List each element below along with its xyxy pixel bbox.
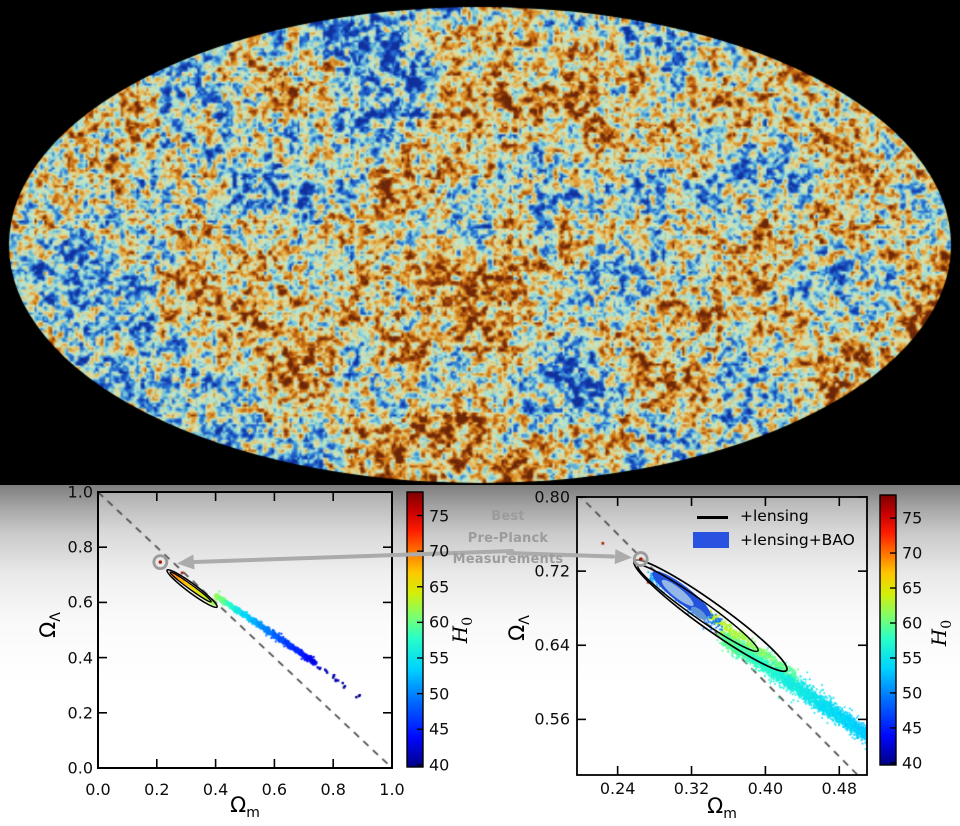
x-tick-label: 0.8 (320, 780, 346, 799)
colorbar-tick-label: 40 (902, 753, 923, 773)
left-yaxis-label: ΩΛ (35, 612, 65, 638)
colorbar-tick-label: 45 (902, 718, 923, 738)
left-colorbar-label: H0 (448, 616, 476, 644)
colorbar-tick-label: 45 (429, 719, 450, 739)
x-tick-label: 0.40 (747, 779, 784, 798)
right-colorbar-label: H0 (927, 619, 955, 647)
y-tick-label: 1.0 (67, 482, 93, 502)
left-xaxis-label: Ωm (230, 792, 260, 822)
x-tick-label: 0.4 (202, 780, 229, 799)
y-tick-label: 0.56 (534, 709, 570, 729)
colorbar-tick-label: 55 (902, 648, 923, 668)
annotation-line-2: Pre-Planck (467, 530, 549, 546)
legend-label-lensing-bao: +lensing+BAO (740, 531, 855, 549)
left-scatter-canvas (98, 492, 392, 768)
omega-plots-panel: 0.0 0.2 0.4 0.6 0.8 1.0 0.0 0.2 0.4 0.6 0.8 1.0 40 45… (0, 482, 960, 826)
y-tick-label: 0.64 (534, 635, 570, 655)
colorbar-tick-label: 50 (902, 683, 923, 703)
right-yaxis-label: ΩΛ (504, 615, 534, 641)
colorbar-tick-label: 60 (429, 612, 450, 632)
right-xaxis-label: Ωm (707, 793, 737, 823)
colorbar-tick-label: 75 (429, 506, 450, 525)
colorbar-tick-label: 55 (429, 648, 450, 668)
cmb-map-panel (0, 0, 960, 485)
y-tick-label: 0.8 (67, 537, 93, 557)
colorbar-tick-label: 65 (902, 578, 923, 598)
pre-planck-annotation: Best Pre-Planck Measurements (430, 506, 586, 571)
x-tick-label: 0.2 (144, 780, 170, 799)
y-tick-label: 0.80 (534, 487, 570, 507)
colorbar-tick-label: 60 (902, 613, 923, 633)
y-tick-label: 0.6 (67, 592, 93, 612)
right-colorbar (880, 495, 896, 765)
annotation-line-3: Measurements (452, 552, 564, 567)
x-tick-label: 0.32 (673, 779, 710, 798)
colorbar-tick-label: 70 (902, 543, 923, 563)
colorbar-tick-label: 75 (902, 508, 923, 528)
colorbar-tick-label: 65 (429, 577, 450, 597)
lensing-line-swatch (697, 516, 728, 519)
lensing-bao-fill-swatch (693, 532, 729, 548)
x-tick-label: 0.6 (261, 780, 288, 799)
x-tick-label: 0.0 (85, 780, 111, 799)
left-colorbar (407, 492, 423, 767)
colorbar-tick-label: 50 (429, 684, 450, 704)
y-tick-label: 0.4 (67, 648, 93, 668)
legend-label-lensing: +lensing (740, 507, 809, 525)
cmb-sky-map (0, 0, 960, 485)
y-tick-label: 0.0 (67, 758, 93, 778)
colorbar-tick-label: 70 (429, 541, 450, 561)
x-tick-label: 0.24 (599, 779, 636, 798)
annotation-line-1: Best (491, 509, 525, 524)
x-tick-label: 0.48 (821, 779, 858, 798)
x-tick-label: 1.0 (379, 780, 405, 799)
y-tick-label: 0.2 (67, 703, 93, 723)
y-tick-label: 0.72 (534, 561, 570, 581)
colorbar-tick-label: 40 (429, 755, 450, 775)
